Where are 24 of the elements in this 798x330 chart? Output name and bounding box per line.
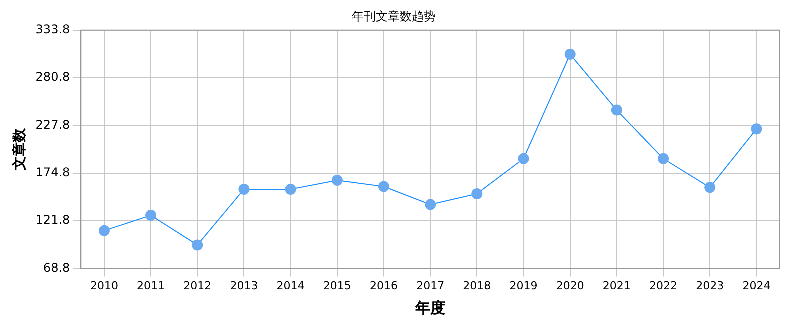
y-tick-label: 121.8: [36, 213, 70, 228]
chart-title: 年刊文章数趋势: [352, 9, 436, 24]
x-tick-label: 2016: [370, 279, 398, 292]
x-tick-label: 2017: [416, 279, 445, 292]
x-tick-label: 2010: [90, 279, 118, 292]
y-tick-label: 333.8: [36, 22, 70, 37]
x-tick-label: 2019: [510, 279, 538, 292]
x-tick-label: 2024: [742, 279, 771, 292]
x-tick-label: 2014: [276, 279, 305, 292]
x-tick-label: 2011: [137, 279, 166, 292]
y-axis-title: 文章数: [11, 128, 28, 172]
y-tick-label: 227.8: [36, 118, 70, 132]
x-tick-label: 2023: [696, 279, 724, 292]
x-tick-label: 2013: [230, 279, 258, 292]
y-tick-label: 68.8: [43, 260, 70, 275]
y-tick-label: 174.8: [36, 166, 70, 180]
y-tick-label: 280.8: [36, 70, 70, 84]
x-tick-label: 2020: [556, 279, 584, 292]
x-tick-label: 2018: [463, 279, 492, 292]
x-tick-label: 2012: [184, 279, 212, 292]
x-tick-label: 2015: [323, 279, 352, 292]
x-tick-label: 2022: [650, 279, 678, 292]
x-tick-label: 2021: [602, 279, 631, 292]
x-axis-title: 年度: [414, 298, 446, 317]
